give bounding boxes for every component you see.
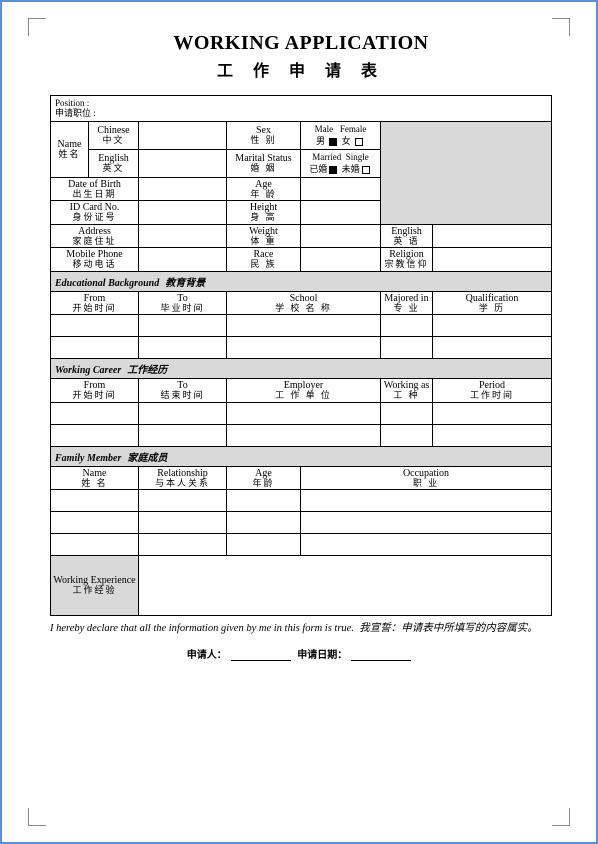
signature-line: 申请人： 申请日期： <box>50 646 552 661</box>
sex-label: Sex性 别 <box>227 122 301 150</box>
edu-header: Educational Background教育背景 <box>51 271 552 291</box>
career-employer-label: Employer工 作 单 位 <box>227 379 381 402</box>
dob-input[interactable] <box>139 178 227 201</box>
applicant-blank[interactable] <box>231 651 291 661</box>
address-label: Address家庭住址 <box>51 224 139 247</box>
title-en: WORKING APPLICATION <box>50 32 552 55</box>
race-label: Race民 族 <box>227 248 301 271</box>
family-occ-label: Occupation职 业 <box>301 466 552 489</box>
address-input[interactable] <box>139 224 227 247</box>
personal-table: Position : 申请职位 : Name姓名 Chinese中文 Sex性 … <box>50 95 552 616</box>
crop-mark-tr <box>552 18 570 36</box>
religion-input[interactable] <box>433 248 552 271</box>
career-from-label: From开始时间 <box>51 379 139 402</box>
crop-mark-tl <box>28 18 46 36</box>
id-label: ID Card No.身份证号 <box>51 201 139 224</box>
career-row[interactable] <box>51 402 139 424</box>
name-label: Name姓名 <box>51 122 89 178</box>
edu-from-label: From开始时间 <box>51 291 139 314</box>
family-row[interactable] <box>51 534 139 556</box>
name-chinese-input[interactable] <box>139 122 227 150</box>
edu-qual-label: Qualification学 历 <box>433 291 552 314</box>
height-label: Height身 高 <box>227 201 301 224</box>
weight-label: Weight体 重 <box>227 224 301 247</box>
sex-options[interactable]: Male Female 男 女 <box>301 122 381 150</box>
photo-box[interactable] <box>381 122 552 225</box>
dob-label: Date of Birth出生日期 <box>51 178 139 201</box>
form-page: WORKING APPLICATION 工 作 申 请 表 Position :… <box>50 32 552 661</box>
family-row[interactable] <box>51 512 139 534</box>
name-english-input[interactable] <box>139 150 227 178</box>
position-label-en: Position : <box>55 99 548 108</box>
workexp-input[interactable] <box>139 556 552 616</box>
edu-to-label: To毕业时间 <box>139 291 227 314</box>
title-cn: 工 作 申 请 表 <box>50 57 552 81</box>
name-chinese-label: Chinese中文 <box>89 122 139 150</box>
career-to-label: To结束时间 <box>139 379 227 402</box>
family-age-label: Age年龄 <box>227 466 301 489</box>
marital-label: Marital Status婚 姻 <box>227 150 301 178</box>
edu-row[interactable] <box>51 337 139 359</box>
date-blank[interactable] <box>351 651 411 661</box>
declaration: I hereby declare that all the informatio… <box>50 622 552 636</box>
religion-label: Religion宗教信仰 <box>381 248 433 271</box>
height-input[interactable] <box>301 201 381 224</box>
career-workingas-label: Working as工 种 <box>381 379 433 402</box>
mobile-input[interactable] <box>139 248 227 271</box>
position-label-cn: 申请职位 : <box>55 109 548 118</box>
family-rel-label: Relationship与本人关系 <box>139 466 227 489</box>
crop-mark-br <box>552 808 570 826</box>
career-header: Working Career工作经历 <box>51 359 552 379</box>
edu-school-label: School学 校 名 称 <box>227 291 381 314</box>
career-row[interactable] <box>51 424 139 446</box>
weight-input[interactable] <box>301 224 381 247</box>
age-label: Age年 龄 <box>227 178 301 201</box>
race-input[interactable] <box>301 248 381 271</box>
family-row[interactable] <box>51 490 139 512</box>
english-lang-label: English英 语 <box>381 224 433 247</box>
career-period-label: Period工作时间 <box>433 379 552 402</box>
crop-mark-bl <box>28 808 46 826</box>
edu-major-label: Majored in专 业 <box>381 291 433 314</box>
marital-options[interactable]: Married Single 已婚 未婚 <box>301 150 381 178</box>
family-header: Family Member家庭成员 <box>51 446 552 466</box>
edu-row[interactable] <box>51 315 139 337</box>
mobile-label: Mobile Phone移动电话 <box>51 248 139 271</box>
id-input[interactable] <box>139 201 227 224</box>
workexp-label: Working Experience工作经验 <box>51 556 139 616</box>
family-name-label: Name姓 名 <box>51 466 139 489</box>
age-input[interactable] <box>301 178 381 201</box>
name-english-label: English英文 <box>89 150 139 178</box>
english-lang-input[interactable] <box>433 224 552 247</box>
